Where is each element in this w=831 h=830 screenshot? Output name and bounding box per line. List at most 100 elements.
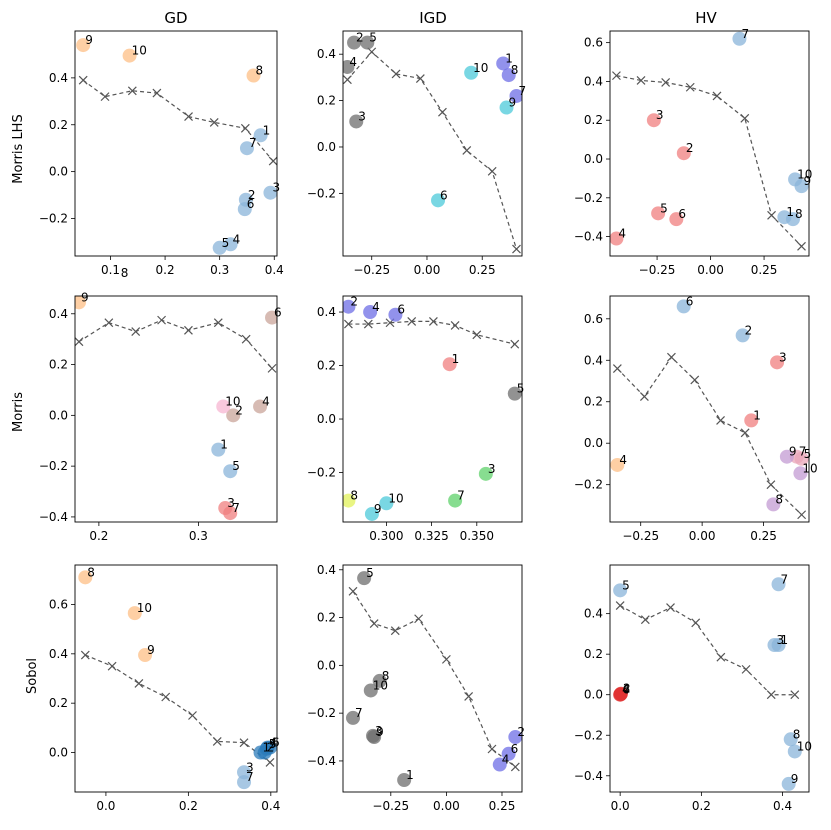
panel-sobol-igd-point-label-10: 10 [373, 678, 388, 692]
panel-morris-lhs-igd-point-label-10: 10 [473, 61, 488, 75]
panel-sobol-hv-point-label-7: 7 [781, 572, 789, 586]
panel-sobol-igd-point-label-4: 4 [502, 753, 510, 767]
panel-sobol-hv-point-label-4: 4 [622, 683, 630, 697]
panel-morris-lhs-hv: −0.25 0.00 0.25 −0.4 −0.2 0.0 0.2 0.4 0.6 1 2 3 4 5 6 7… [574, 27, 813, 277]
panel-sobol-hv-point-10 [787, 744, 802, 759]
panel-sobol-gd: 0.0 0.2 0.4 0.0 0.2 0.4 0.6 123 456 7 8 9 10 [49, 564, 280, 813]
panel-morris-igd-front-marker-6 [472, 330, 482, 340]
panel-morris-gd-point-label-2: 2 [235, 403, 243, 417]
panel-morris-lhs-hv-ytick-label-2: 0.0 [584, 152, 603, 166]
panel-sobol-hv-point-label-9: 9 [791, 772, 799, 786]
panel-sobol-gd-point-label-8: 8 [87, 565, 95, 579]
panel-morris-lhs-igd-ytick-label-2: 0.2 [317, 94, 336, 108]
panel-morris-hv-point-label-8: 8 [775, 492, 783, 506]
panel-morris-igd-point-label-5: 5 [517, 382, 525, 396]
panel-morris-lhs-igd-front-marker-4 [438, 107, 447, 117]
panel-morris-gd-ytick-label-3: 0.2 [49, 358, 68, 372]
panel-morris-gd-point-10 [216, 399, 231, 414]
panel-sobol-gd-xtick-label-0: 0.0 [96, 799, 115, 813]
panel-sobol-gd-front-marker-3 [161, 692, 171, 702]
panel-morris-lhs-hv-front-marker-2 [661, 77, 671, 87]
panel-morris-gd-point-label-5: 5 [232, 459, 240, 473]
panel-morris-gd-front-marker-7 [267, 363, 277, 373]
panel-morris-gd-front-marker-2 [131, 327, 141, 336]
panel-sobol-igd-point-label-1: 1 [406, 768, 414, 782]
panel-morris-lhs-hv-plot-area [610, 31, 809, 251]
panel-morris-lhs-gd-point-7 [239, 141, 254, 156]
panel-sobol-hv-point-8 [783, 732, 798, 747]
panel-morris-lhs-igd-point-4 [343, 59, 355, 74]
panel-morris-gd-frame [74, 295, 278, 523]
panel-sobol-igd-xtick-label-2: 0.25 [489, 799, 516, 813]
panel-morris-lhs-gd-xtick-label-2: 0.3 [210, 263, 229, 277]
panel-morris-igd-point-label-4: 4 [372, 300, 380, 314]
panel-sobol-igd-point-9 [367, 730, 382, 745]
panel-morris-hv-front-marker-2 [666, 352, 676, 362]
panel-morris-lhs-gd-point-5 [212, 240, 227, 255]
panel-morris-lhs-gd-point-4 [223, 237, 238, 252]
panel-sobol-hv-ytick-label-2: 0.0 [584, 688, 603, 702]
panel-sobol-hv-point-6 [613, 687, 628, 702]
panel-morris-igd-point-9 [364, 506, 379, 521]
panel-sobol-gd-ytick-label-3: 0.6 [49, 597, 68, 611]
panel-sobol-igd-point-label-6: 6 [511, 742, 519, 756]
panel-sobol-hv-xtick-label-1: 0.2 [692, 799, 711, 813]
panel-morris-hv-xtick-label-2: 0.25 [750, 529, 777, 543]
panel-morris-lhs-igd-point-label-9: 9 [509, 96, 517, 110]
panel-morris-lhs-gd-ytick-label-0: −0.2 [39, 212, 68, 226]
panel-morris-igd-ytick-label-0: −0.2 [307, 466, 336, 480]
panel-sobol-gd-point-label-9: 9 [147, 643, 155, 657]
panel-morris-gd-point-4 [253, 399, 268, 414]
panel-morris-igd-front-line [348, 320, 515, 345]
panel-morris-lhs-gd-ytick-label-1: 0.0 [49, 165, 68, 179]
panel-sobol-igd-point-label-9: 9 [376, 725, 384, 739]
panel-sobol-igd-front-marker-5 [464, 691, 474, 701]
panel-morris-hv-front-marker-5 [740, 428, 750, 438]
panel-morris-lhs-hv-front-marker-6 [767, 210, 776, 220]
panel-morris-igd-ytick-label-1: 0.0 [317, 412, 336, 426]
panel-sobol-hv-ytick-label-1: −0.2 [574, 728, 603, 742]
panel-morris-lhs-hv-xtick-label-1: 0.00 [697, 263, 724, 277]
panel-sobol-hv-point-label-8: 8 [793, 727, 801, 741]
panel-sobol-gd-point-label-10: 10 [137, 601, 152, 615]
panel-sobol-gd-front-marker-1 [107, 661, 117, 671]
panel-sobol-igd-point-label-5: 5 [366, 566, 374, 580]
panel-morris-igd-ytick-label-3: 0.4 [317, 305, 336, 319]
panel-sobol-igd-xtick-label-0: −0.25 [372, 799, 409, 813]
panel-sobol-igd-front-marker-2 [390, 626, 400, 636]
panel-sobol-gd-point-label-3: 3 [246, 760, 254, 774]
panel-morris-lhs-hv-point-label-4: 4 [618, 227, 626, 241]
panel-morris-igd-front-marker-3 [407, 316, 417, 326]
panel-morris-lhs-igd-point-label-6: 6 [440, 188, 448, 202]
panel-morris-lhs-gd-point-6 [237, 202, 252, 217]
panel-morris-igd-point-label-3: 3 [488, 462, 496, 476]
panel-morris-igd-xtick-label-2: 0.350 [460, 529, 494, 543]
panel-sobol-hv-front-marker-3 [691, 618, 701, 628]
panel-sobol-gd-xtick-label-1: 0.2 [179, 799, 198, 813]
panel-morris-lhs-gd-front-marker-6 [240, 123, 250, 133]
panel-sobol-hv-point-3 [767, 638, 782, 653]
panel-morris-lhs-hv-ytick-label-4: 0.4 [584, 74, 603, 88]
panel-morris-lhs-hv-point-label-9: 9 [804, 174, 812, 188]
panel-morris-igd-point-4 [363, 305, 378, 320]
panel-morris-hv: −0.25 0.00 0.25 −0.2 0.0 0.2 0.4 0.6 1 2 3 4 5 6 7 8 9 10 [574, 294, 818, 543]
panel-morris-lhs-gd-xtick-label-3: 0.4 [265, 263, 284, 277]
panel-sobol-hv-point-9 [781, 776, 796, 791]
panel-morris-lhs-hv-point-label-10: 10 [797, 167, 812, 181]
panel-morris-lhs-hv-front-marker-3 [685, 82, 695, 92]
panel-morris-gd-point-2 [226, 408, 241, 423]
panel-morris-igd-xtick-label-0: 0.300 [369, 529, 403, 543]
panel-morris-lhs-hv-point-10 [788, 172, 803, 187]
panel-morris-hv-point-label-1: 1 [753, 408, 761, 422]
panel-sobol-hv-ytick-label-0: −0.4 [574, 769, 603, 783]
panel-morris-lhs-gd-point-label-1: 1 [263, 123, 271, 137]
panel-morris-lhs-gd-point-label-9: 9 [85, 33, 93, 47]
panel-morris-lhs-hv-point-label-6: 6 [678, 207, 686, 221]
panel-sobol-gd-point-label-7: 7 [246, 770, 254, 784]
panel-morris-gd-point-label-10: 10 [225, 394, 240, 408]
panel-morris-gd-point-label-3: 3 [227, 496, 235, 510]
panel-sobol-igd-frame [342, 564, 523, 793]
panel-sobol-hv: 0.0 0.2 0.4 −0.4 −0.2 0.0 0.2 0.4 1 2 3 4 5 6 7 8 9 10 [574, 564, 812, 813]
panel-morris-gd-point-5 [223, 464, 238, 479]
panel-sobol-igd-ytick-label-2: 0.0 [317, 658, 336, 672]
